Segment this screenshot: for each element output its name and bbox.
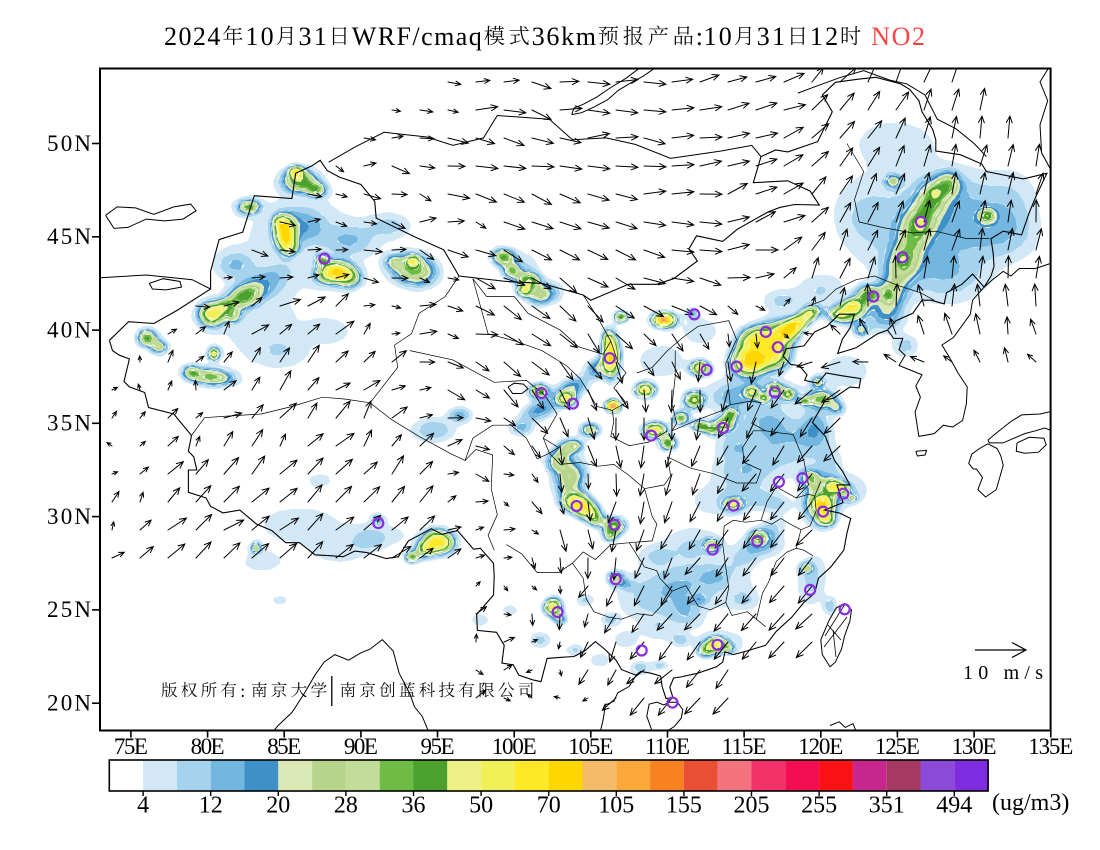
svg-text:105E: 105E	[568, 734, 613, 759]
svg-text:35N: 35N	[47, 411, 91, 436]
svg-text:125E: 125E	[875, 734, 920, 759]
svg-text:2024: 2024	[164, 22, 220, 51]
svg-text:351: 351	[869, 793, 905, 819]
svg-text:4: 4	[137, 793, 149, 819]
svg-text:100E: 100E	[492, 734, 537, 759]
svg-text:28: 28	[334, 793, 358, 819]
svg-text:85E: 85E	[267, 734, 301, 759]
svg-text:70: 70	[537, 793, 561, 819]
svg-text:205: 205	[734, 793, 770, 819]
svg-text:115E: 115E	[722, 734, 767, 759]
svg-text:30N: 30N	[47, 504, 91, 529]
svg-text:12: 12	[199, 793, 223, 819]
svg-text:80E: 80E	[191, 734, 225, 759]
svg-text:75E: 75E	[114, 734, 148, 759]
svg-text:NO2: NO2	[863, 22, 925, 51]
svg-text:90E: 90E	[344, 734, 378, 759]
svg-text:(ug/m3): (ug/m3)	[992, 790, 1069, 816]
svg-text:40N: 40N	[47, 317, 91, 342]
svg-text::: :	[240, 681, 250, 701]
svg-text:135E: 135E	[1028, 734, 1073, 759]
svg-text:45N: 45N	[47, 224, 91, 249]
svg-text:50: 50	[469, 793, 493, 819]
svg-text:36: 36	[402, 793, 426, 819]
svg-text:255: 255	[801, 793, 837, 819]
svg-text:494: 494	[936, 793, 972, 819]
svg-text:20: 20	[266, 793, 290, 819]
svg-text::: :	[696, 22, 703, 51]
svg-text:110E: 110E	[645, 734, 690, 759]
svg-text:20N: 20N	[47, 691, 91, 716]
svg-text:130E: 130E	[952, 734, 997, 759]
svg-text:WRF/cmaq: WRF/cmaq	[352, 22, 482, 51]
svg-text:25N: 25N	[47, 597, 91, 622]
svg-text:155: 155	[666, 793, 702, 819]
svg-text:36km: 36km	[532, 22, 596, 51]
svg-text:50N: 50N	[47, 131, 91, 156]
svg-text:95E: 95E	[421, 734, 455, 759]
svg-text:120E: 120E	[798, 734, 843, 759]
svg-text:105: 105	[598, 793, 634, 819]
